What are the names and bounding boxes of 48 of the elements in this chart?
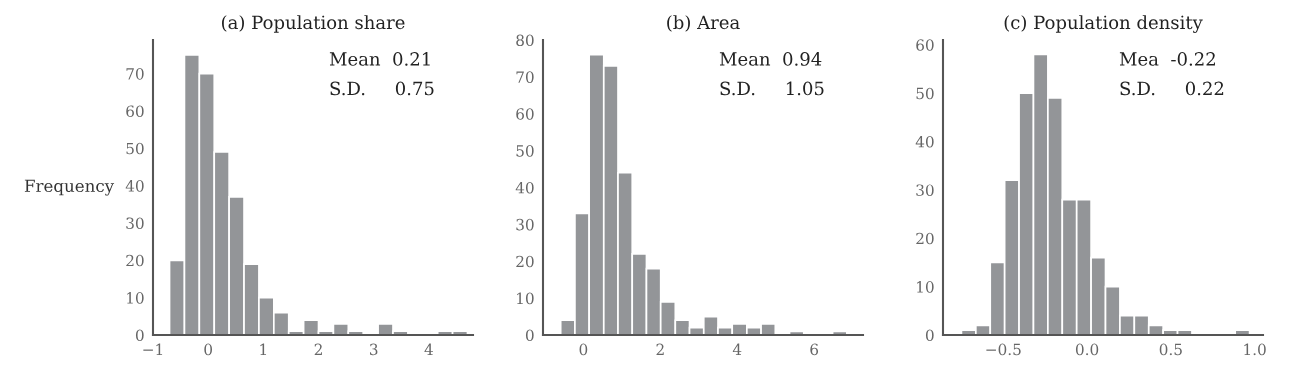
x-tick-label: 3 (369, 343, 378, 356)
x-tick-label: 4 (732, 343, 742, 355)
x-tick-label: 6 (810, 343, 819, 356)
chart-title: (c) Population density (1004, 15, 1203, 33)
x-tick-label: 0 (204, 343, 213, 356)
x-tick-label: −0.5 (986, 343, 1021, 356)
chart-title: (a) Population share (222, 15, 405, 33)
y-tick-label: 10 (517, 292, 534, 305)
y-tick-label: 40 (125, 180, 144, 192)
y-tick-label: 0 (525, 329, 534, 342)
chart-title: (b) Area (667, 15, 740, 32)
y-tick-label: 60 (516, 108, 534, 120)
y-tick-label: 20 (126, 254, 144, 267)
x-tick-label: 1.0 (1244, 343, 1266, 356)
y-tick-label: 70 (516, 71, 534, 83)
x-tick-label: 1 (260, 343, 267, 355)
y-tick-label: 60 (916, 39, 934, 51)
y-tick-label: 50 (916, 87, 934, 100)
annotation: Mea -0.22 (1119, 52, 1215, 66)
x-tick-label: 0.5 (1159, 343, 1182, 356)
y-tick-label: 40 (915, 136, 934, 148)
y-axis-title: Frequency (24, 179, 115, 196)
y-tick-label: 10 (917, 281, 934, 293)
y-tick-label: 0 (925, 329, 934, 342)
y-tick-label: 60 (126, 105, 144, 117)
y-tick-label: 70 (126, 68, 144, 80)
annotation: S.D. 1.05 (720, 81, 824, 96)
y-tick-label: 0 (135, 329, 144, 342)
annotation: Mean 0.94 (719, 52, 822, 66)
y-tick-label: 80 (516, 34, 534, 47)
y-tick-label: 30 (916, 184, 934, 196)
annotation: Mean 0.21 (329, 52, 430, 66)
y-tick-label: 30 (516, 218, 534, 231)
y-tick-label: 20 (916, 232, 934, 245)
x-tick-label: 2 (314, 343, 322, 355)
annotation: S.D. 0.75 (330, 81, 434, 96)
y-tick-label: 50 (126, 142, 144, 155)
y-tick-label: 20 (516, 255, 534, 268)
x-tick-label: 2 (656, 343, 664, 355)
x-tick-label: 4 (424, 343, 433, 355)
annotation: S.D. 0.22 (1120, 81, 1224, 96)
y-tick-label: 10 (127, 292, 144, 304)
y-tick-label: 50 (516, 145, 534, 157)
y-tick-label: 40 (515, 181, 534, 194)
y-tick-label: 30 (126, 217, 144, 229)
x-tick-label: 0.0 (1075, 343, 1099, 356)
x-tick-label: 0 (579, 343, 588, 356)
x-tick-label: −1 (143, 343, 163, 355)
